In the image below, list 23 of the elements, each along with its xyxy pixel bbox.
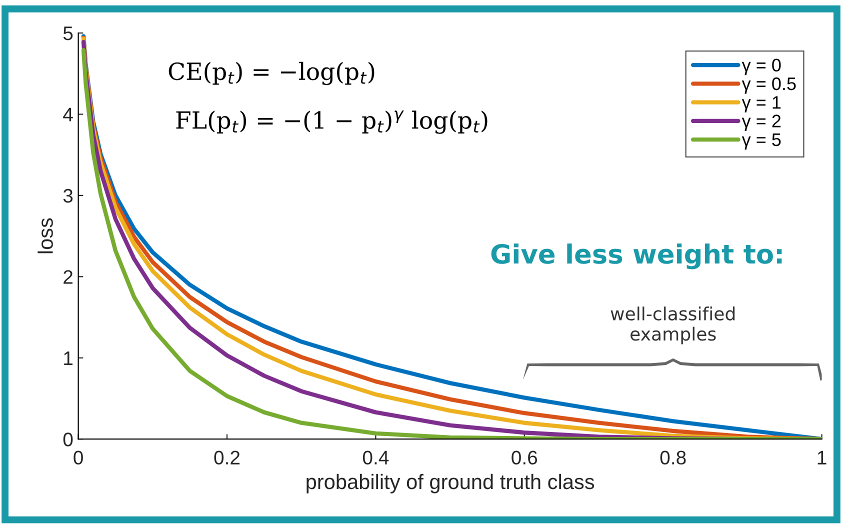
legend-label: γ = 0 — [742, 58, 781, 76]
legend-label: γ = 2 — [742, 114, 781, 132]
y-tick-label: 0 — [63, 432, 73, 446]
text: FL(p$_{t}$) = −(1 − p$_{t}$)$^{γ}$ log(p$_{t}$) — [176, 110, 488, 134]
legend-label: γ = 5 — [742, 134, 781, 150]
x-tick-label: 0.6 — [512, 450, 538, 465]
y-tick-label: 2 — [64, 270, 72, 284]
annotation: CE(p$_{t}$) = −log(p$_{t}$) — [168, 62, 374, 86]
y-tick-label: 1 — [64, 352, 72, 365]
legend-label: γ = 0.5 — [742, 77, 796, 94]
y-tick-label: 3 — [63, 188, 73, 203]
y-tick-label: 5 — [63, 26, 73, 40]
x-tick-label: 0.2 — [214, 450, 240, 465]
legend-label: γ = 1 — [742, 96, 781, 112]
x-axis-title: probability of ground truth class — [306, 474, 594, 494]
y-axis-title: loss — [38, 218, 53, 254]
y-tick-label: 4 — [63, 108, 73, 122]
x-tick-label: 0.4 — [362, 450, 389, 465]
x-tick-label: 0.8 — [660, 450, 686, 465]
x-tick-label: 1 — [818, 450, 826, 464]
annotation: well-classified examples — [610, 306, 735, 344]
x-tick-label: 0 — [74, 450, 83, 465]
annotation: Give less weight to: — [491, 243, 782, 270]
